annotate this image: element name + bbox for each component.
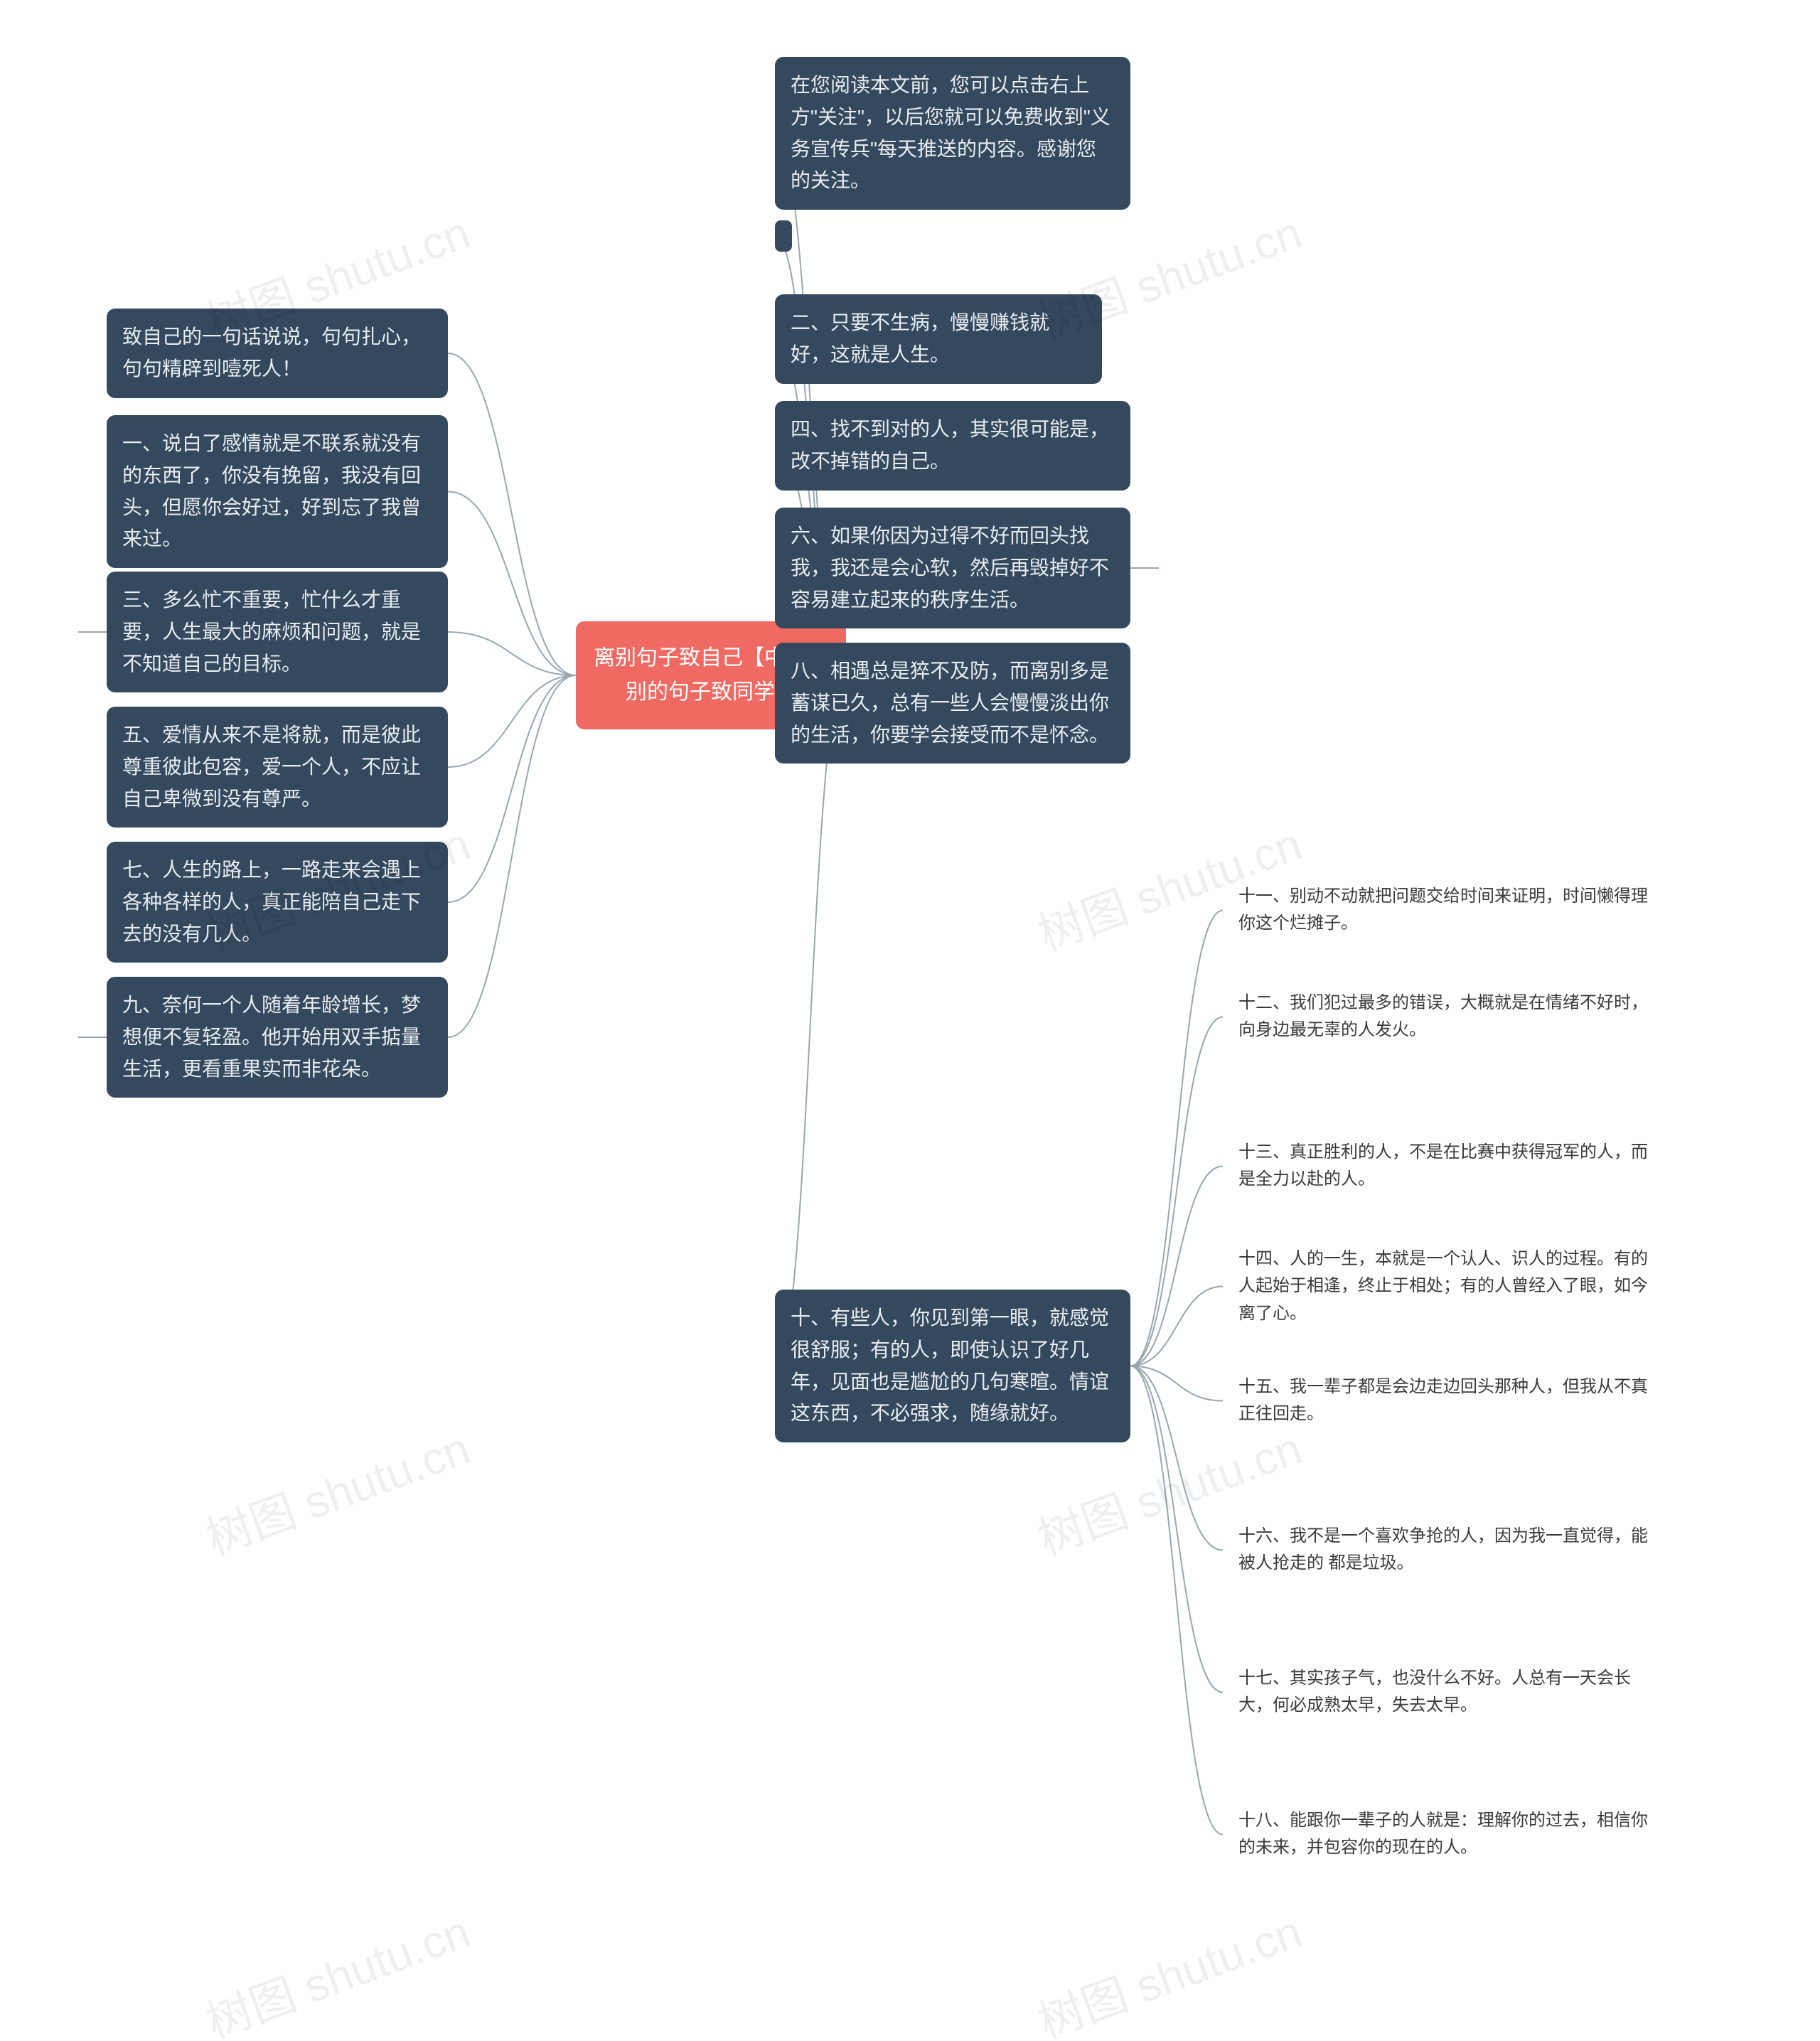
mindmap-leaf: 十三、真正胜利的人，不是在比赛中获得冠军的人，而是全力以赴的人。 (1223, 1126, 1664, 1206)
watermark: 树图 shutu.cn (196, 1412, 478, 1568)
branch-label: 七、人生的路上，一路走来会遇上各种各样的人，真正能陪自己走下去的没有几人。 (122, 859, 421, 945)
connector (1130, 1366, 1223, 1693)
leaf-label: 十四、人的一生，本就是一个认人、识人的过程。有的人起始于相逢，终止于相处；有的人… (1238, 1249, 1648, 1323)
watermark: 树图 shutu.cn (1028, 1895, 1310, 2041)
branch-label: 一、说白了感情就是不联系就没有的东西了，你没有挽留，我没有回头，但愿你会好过，好… (122, 432, 421, 550)
branch-label: 六、如果你因为过得不好而回头找我，我还是会心软，然后再毁掉好不容易建立起来的秩序… (791, 525, 1109, 611)
watermark: 树图 shutu.cn (196, 1895, 478, 2041)
leaf-label: 十八、能跟你一辈子的人就是：理解你的过去，相信你的未来，并包容你的现在的人。 (1238, 1811, 1648, 1857)
mindmap-branch: 七、人生的路上，一路走来会遇上各种各样的人，真正能陪自己走下去的没有几人。 (107, 842, 448, 963)
connector (448, 353, 576, 675)
connector (448, 675, 576, 767)
connector (1130, 1366, 1223, 1835)
mindmap-branch: 九、奈何一个人随着年龄增长，梦想便不复轻盈。他开始用双手掂量生活，更看重果实而非… (107, 977, 448, 1098)
connector (1130, 911, 1223, 1366)
branch-label: 四、找不到对的人，其实很可能是，改不掉错的自己。 (791, 418, 1109, 472)
mindmap-leaf: 十四、人的一生，本就是一个认人、识人的过程。有的人起始于相逢，终止于相处；有的人… (1223, 1233, 1664, 1340)
mindmap-branch: 六、如果你因为过得不好而回头找我，我还是会心软，然后再毁掉好不容易建立起来的秩序… (775, 508, 1130, 628)
mindmap-branch: 十、有些人，你见到第一眼，就感觉很舒服；有的人，即使认识了好几年，见面也是尴尬的… (775, 1290, 1130, 1442)
branch-label: 三、多么忙不重要，忙什么才重要，人生最大的麻烦和问题，就是不知道自己的目标。 (122, 589, 421, 675)
mindmap-leaf: 十八、能跟你一辈子的人就是：理解你的过去，相信你的未来，并包容你的现在的人。 (1223, 1794, 1664, 1875)
branch-label: 八、相遇总是猝不及防，而离别多是蓄谋已久，总有一些人会慢慢淡出你的生活，你要学会… (791, 660, 1109, 746)
leaf-label: 十五、我一辈子都是会边走边回头那种人，但我从不真正往回走。 (1238, 1377, 1648, 1423)
mindmap-leaf: 十一、别动不动就把问题交给时间来证明，时间懒得理你这个烂摊子。 (1223, 870, 1664, 950)
branch-label: 致自己的一句话说说，句句扎心，句句精辟到噎死人！ (122, 326, 421, 380)
branch-label: 五、爱情从来不是将就，而是彼此尊重彼此包容，爱一个人，不应让自己卑微到没有尊严。 (122, 724, 421, 810)
mindmap-branch: 一、说白了感情就是不联系就没有的东西了，你没有挽留，我没有回头，但愿你会好过，好… (107, 415, 448, 568)
leaf-label: 十七、其实孩子气，也没什么不好。人总有一天会长大，何必成熟太早，失去太早。 (1238, 1668, 1631, 1715)
connector (448, 675, 576, 1037)
connector (448, 632, 576, 675)
connector (1130, 1366, 1223, 1401)
mindmap-leaf: 十二、我们犯过最多的错误，大概就是在情绪不好时，向身边最无辜的人发火。 (1223, 977, 1664, 1057)
leaf-label: 十三、真正胜利的人，不是在比赛中获得冠军的人，而是全力以赴的人。 (1238, 1142, 1648, 1189)
leaf-label: 十一、别动不动就把问题交给时间来证明，时间懒得理你这个烂摊子。 (1238, 886, 1648, 933)
mindmap-branch: 致自己的一句话说说，句句扎心，句句精辟到噎死人！ (107, 309, 448, 398)
connector (1130, 1167, 1223, 1366)
connector (448, 675, 576, 902)
connector (775, 675, 846, 1366)
mindmap-leaf: 十七、其实孩子气，也没什么不好。人总有一天会长大，何必成熟太早，失去太早。 (1223, 1652, 1664, 1732)
mindmap-branch: 二、只要不生病，慢慢赚钱就好，这就是人生。 (775, 294, 1102, 384)
mindmap-branch: 在您阅读本文前，您可以点击右上方"关注"，以后您就可以免费收到"义务宣传兵"每天… (775, 57, 1130, 210)
mindmap-branch: 八、相遇总是猝不及防，而离别多是蓄谋已久，总有一些人会慢慢淡出你的生活，你要学会… (775, 643, 1130, 764)
branch-label: 九、奈何一个人随着年龄增长，梦想便不复轻盈。他开始用双手掂量生活，更看重果实而非… (122, 994, 421, 1080)
connector (1130, 1017, 1223, 1366)
mindmap-leaf: 十六、我不是一个喜欢争抢的人，因为我一直觉得，能被人抢走的 都是垃圾。 (1223, 1510, 1664, 1590)
branch-label: 十、有些人，你见到第一眼，就感觉很舒服；有的人，即使认识了好几年，见面也是尴尬的… (791, 1307, 1109, 1424)
mindmap-branch: 三、多么忙不重要，忙什么才重要，人生最大的麻烦和问题，就是不知道自己的目标。 (107, 572, 448, 692)
connector (1130, 1287, 1223, 1366)
connector (448, 492, 576, 676)
branch-label: 二、只要不生病，慢慢赚钱就好，这就是人生。 (791, 311, 1049, 365)
mindmap-leaf: 十五、我一辈子都是会边走边回头那种人，但我从不真正往回走。 (1223, 1361, 1664, 1441)
leaf-label: 十二、我们犯过最多的错误，大概就是在情绪不好时，向身边最无辜的人发火。 (1238, 993, 1648, 1039)
branch-label: 在您阅读本文前，您可以点击右上方"关注"，以后您就可以免费收到"义务宣传兵"每天… (791, 74, 1110, 191)
connector (1130, 1366, 1223, 1550)
mindmap-branch (775, 220, 792, 252)
mindmap-branch: 五、爱情从来不是将就，而是彼此尊重彼此包容，爱一个人，不应让自己卑微到没有尊严。 (107, 707, 448, 827)
leaf-label: 十六、我不是一个喜欢争抢的人，因为我一直觉得，能被人抢走的 都是垃圾。 (1238, 1526, 1648, 1573)
mindmap-branch: 四、找不到对的人，其实很可能是，改不掉错的自己。 (775, 401, 1130, 491)
